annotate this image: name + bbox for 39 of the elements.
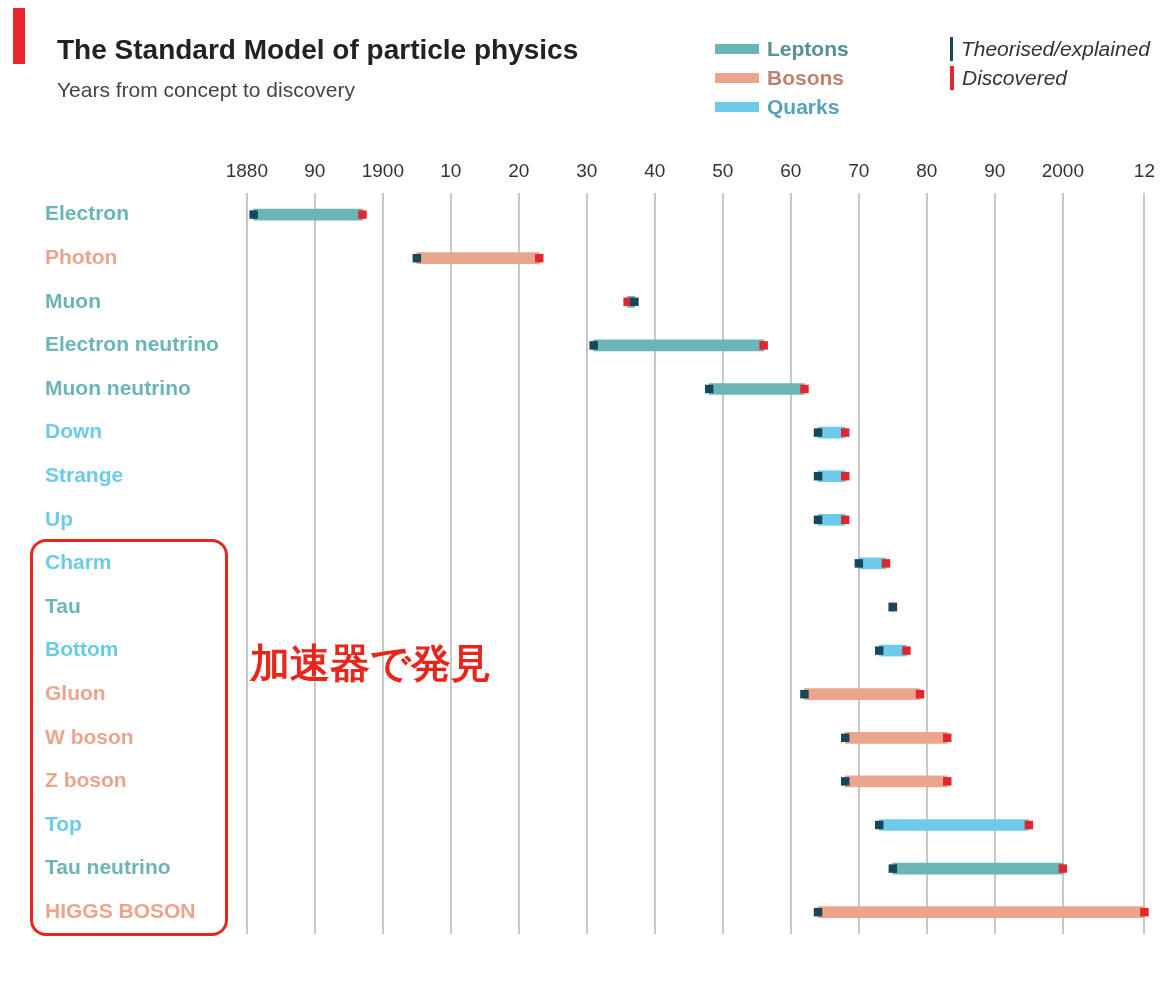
- y-tick-label: Charm: [45, 550, 112, 574]
- x-tick-label: 1900: [361, 159, 404, 181]
- x-tick-label: 60: [780, 159, 802, 181]
- x-tick-label: 1880: [225, 159, 268, 181]
- y-tick-label: Bottom: [45, 637, 119, 661]
- x-tick-label: 80: [916, 159, 938, 181]
- y-tick-label: Muon: [45, 288, 101, 312]
- chart-title: The Standard Model of particle physics: [57, 34, 579, 66]
- y-tick-label: Down: [45, 419, 103, 443]
- y-tick-label: Top: [45, 811, 82, 835]
- legend-label: Discovered: [962, 65, 1068, 90]
- legend-label: Leptons: [767, 36, 849, 61]
- legend-label: Bosons: [767, 65, 845, 90]
- y-tick-label: Gluon: [45, 681, 106, 704]
- y-tick-label: W boson: [45, 724, 134, 748]
- chart-subtitle: Years from concept to discovery: [57, 78, 356, 102]
- y-tick-label: Z boson: [45, 768, 127, 792]
- y-tick-label: Electron neutrino: [45, 332, 219, 356]
- y-tick-label: Tau neutrino: [45, 855, 171, 879]
- y-tick-label: HIGGS BOSON: [45, 899, 196, 922]
- y-tick-label: Tau: [45, 593, 81, 617]
- x-tick-label: 10: [440, 159, 462, 181]
- x-tick-label: 30: [576, 159, 598, 181]
- x-tick-label: 50: [712, 159, 734, 181]
- y-tick-label: Up: [45, 506, 73, 530]
- x-tick-label: 12: [1133, 159, 1155, 181]
- x-tick-label: 2000: [1041, 159, 1084, 181]
- x-tick-label: 70: [848, 159, 870, 181]
- x-tick-label: 90: [984, 159, 1006, 181]
- x-tick-label: 90: [304, 159, 326, 181]
- y-tick-label: Muon neutrino: [45, 375, 191, 399]
- y-tick-label: Photon: [45, 245, 118, 268]
- legend-label: Theorised/explained: [960, 36, 1150, 61]
- x-tick-label: 20: [508, 159, 530, 181]
- y-tick-label: Strange: [45, 463, 124, 486]
- x-tick-label: 40: [644, 159, 666, 181]
- y-tick-label: Electron: [45, 201, 130, 225]
- annotation: 加速器で発見: [250, 639, 491, 688]
- legend-label: Quarks: [767, 94, 840, 119]
